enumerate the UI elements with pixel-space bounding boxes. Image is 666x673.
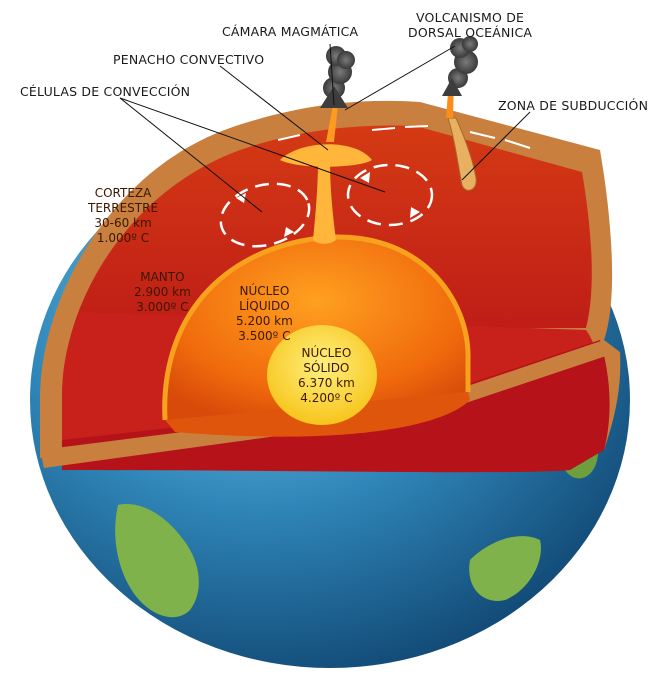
convection-cell-right: [346, 163, 434, 227]
arrow-cell-right: [360, 172, 370, 183]
continent-left: [115, 504, 199, 618]
corteza-line1: CORTEZA: [94, 186, 152, 200]
corteza-depth: 30-60 km: [94, 216, 152, 230]
arrow-cell-left-2: [284, 227, 294, 237]
label-zona-subduccion: ZONA DE SUBDUCCIÓN: [498, 98, 649, 113]
volcano-cone-right: [442, 78, 462, 96]
label-nucleo-liquido: NÚCLEO LÍQUIDO 5.200 km 3.500º C: [236, 284, 293, 344]
crust-flow-arrows: [277, 125, 531, 149]
corteza-line2: TERRESTRE: [88, 201, 159, 215]
label-penacho-convectivo: PENACHO CONVECTIVO: [113, 52, 265, 67]
crust-rim-lower: [40, 340, 618, 468]
corteza-temp: 1.000º C: [96, 231, 150, 245]
convection-cell-left: [219, 182, 311, 248]
nucleo-liquido-depth: 5.200 km: [236, 314, 293, 328]
plume-head: [280, 144, 372, 167]
label-corteza: CORTEZA TERRESTRE 30-60 km 1.000º C: [88, 186, 158, 246]
nucleo-liquido-line2: LÍQUIDO: [239, 299, 290, 313]
nucleo-solido-temp: 4.200º C: [300, 391, 353, 405]
nucleo-solido-line1: NÚCLEO: [301, 346, 352, 360]
leader-lines: [119, 43, 531, 213]
inner-core: [267, 325, 377, 425]
label-camara-magmatica: CÁMARA MAGMÁTICA: [222, 24, 359, 39]
nucleo-solido-depth: 6.370 km: [298, 376, 355, 390]
nucleo-solido-line2: SÓLIDO: [303, 361, 350, 375]
nucleo-liquido-temp: 3.500º C: [238, 329, 291, 343]
label-volcanismo-line2: DORSAL OCEÁNICA: [408, 25, 533, 40]
magma-channel: [326, 105, 338, 142]
label-volcanismo-line1: VOLCANISMO DE: [416, 10, 525, 25]
label-celulas-conveccion: CÉLULAS DE CONVECCIÓN: [20, 84, 191, 99]
arrow-cell-left: [236, 193, 246, 203]
manto-temp: 3.000º C: [136, 300, 189, 314]
manto-line1: MANTO: [140, 270, 185, 284]
nucleo-liquido-line1: NÚCLEO: [239, 284, 290, 298]
volcano-cone-left: [320, 86, 348, 108]
manto-depth: 2.900 km: [134, 285, 191, 299]
convective-plume: [313, 160, 336, 244]
label-volcanismo: VOLCANISMO DE DORSAL OCEÁNICA: [408, 10, 532, 40]
smoke-left: [323, 46, 355, 99]
label-nucleo-solido: NÚCLEO SÓLIDO 6.370 km 4.200º C: [298, 346, 355, 406]
continent-right: [469, 536, 541, 601]
label-manto: MANTO 2.900 km 3.000º C: [134, 270, 191, 315]
arrow-cell-right-2: [410, 207, 420, 218]
